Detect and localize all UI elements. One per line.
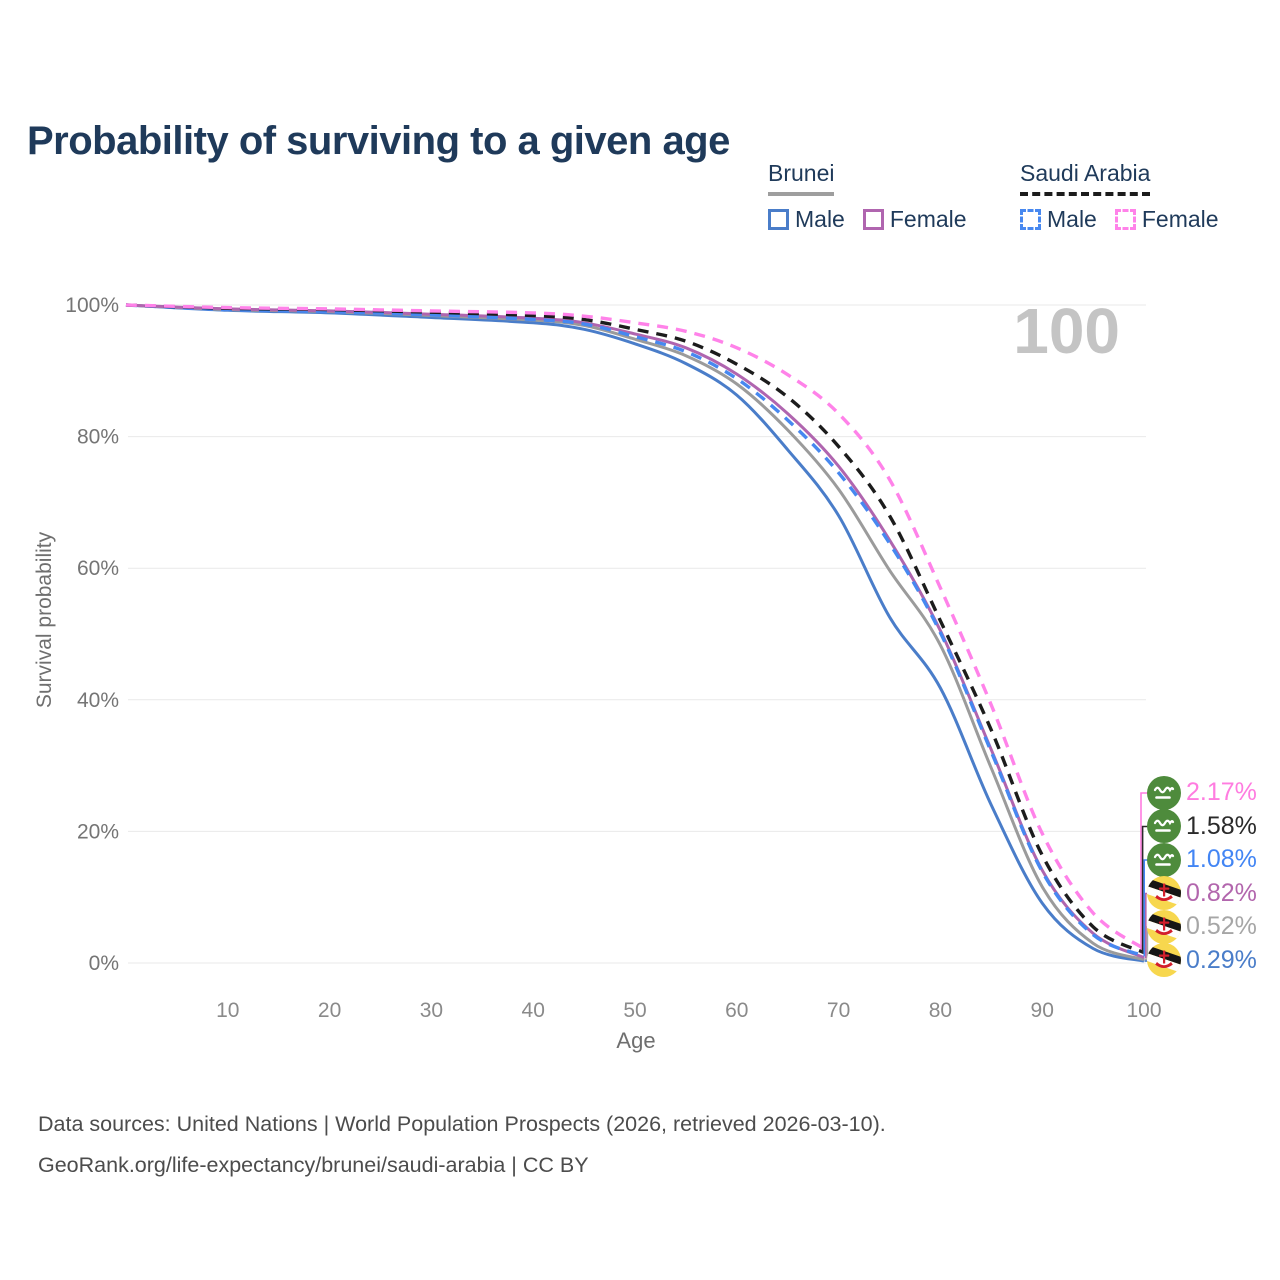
legend-swatch-brunei-female[interactable]: [862, 209, 884, 230]
footer-line-1: Data sources: United Nations | World Pop…: [38, 1112, 886, 1136]
legend-title-brunei: Brunei: [768, 160, 835, 196]
end-label-brunei-both[interactable]: 0.52%: [1147, 909, 1257, 944]
legend-row-saudi-arabia: Male Female: [1020, 206, 1237, 233]
legend-label-saudi-female[interactable]: Female: [1141, 206, 1219, 232]
saudi-arabia-flag-icon: [1147, 775, 1181, 810]
data-source-footer: Data sources: United Nations | World Pop…: [38, 1104, 886, 1187]
svg-text:60%: 60%: [77, 557, 119, 580]
svg-text:90: 90: [1031, 999, 1054, 1022]
curve-brunei-female: [125, 303, 1145, 959]
end-value: 2.17%: [1186, 778, 1257, 807]
svg-text:80: 80: [929, 999, 952, 1022]
brunei-flag-icon: [1147, 876, 1181, 911]
page-title: Probability of surviving to a given age: [27, 118, 730, 163]
svg-text:0%: 0%: [89, 952, 119, 975]
curve-end-labels: 2.17% 1.58% 1.08% 0.82% 0.52% 0.29%: [1147, 775, 1257, 978]
x-axis-title: Age: [616, 1028, 656, 1053]
end-label-brunei-female[interactable]: 0.82%: [1147, 876, 1257, 911]
end-value: 1.58%: [1186, 811, 1257, 840]
curve-brunei-both-sexes: [125, 303, 1145, 962]
svg-text:20: 20: [318, 999, 341, 1022]
svg-text:10: 10: [216, 999, 239, 1022]
footer-line-2: GeoRank.org/life-expectancy/brunei/saudi…: [38, 1153, 589, 1178]
end-value: 0.52%: [1186, 912, 1257, 941]
brunei-flag-icon: [1147, 909, 1181, 944]
svg-text:40: 40: [522, 999, 545, 1022]
end-label-saudi-male[interactable]: 1.08%: [1147, 842, 1257, 877]
legend-swatch-saudi-male[interactable]: [1020, 209, 1041, 230]
curve-saudi-arabia-both-sexes: [125, 303, 1145, 955]
legend-swatch-saudi-female[interactable]: [1114, 209, 1136, 230]
legend-title-saudi-arabia: Saudi Arabia: [1020, 160, 1151, 196]
saudi-arabia-flag-icon: [1147, 809, 1181, 844]
legend-group-saudi-arabia: Saudi Arabia Male Female: [1020, 160, 1237, 233]
brunei-flag-icon: [1147, 943, 1181, 978]
saudi-arabia-flag-icon: [1147, 842, 1181, 877]
end-value: 0.29%: [1186, 945, 1257, 974]
legend-label-brunei-male[interactable]: Male: [795, 206, 845, 232]
end-label-saudi-both[interactable]: 1.58%: [1147, 809, 1257, 844]
hover-age-indicator: 100: [1013, 295, 1120, 367]
svg-text:80%: 80%: [77, 426, 119, 449]
legend-row-brunei: Male Female: [768, 206, 985, 233]
end-label-brunei-male[interactable]: 0.29%: [1147, 943, 1257, 978]
svg-text:60: 60: [725, 999, 748, 1022]
curve-saudi-arabia-female: [125, 303, 1145, 951]
svg-text:40%: 40%: [77, 689, 119, 712]
legend-label-brunei-female[interactable]: Female: [889, 206, 967, 232]
legend-group-brunei: Brunei Male Female: [768, 160, 985, 233]
svg-text:50: 50: [623, 999, 646, 1022]
legend-swatch-brunei-male[interactable]: [768, 209, 789, 230]
svg-text:70: 70: [827, 999, 850, 1022]
svg-text:100: 100: [1126, 999, 1161, 1022]
svg-text:30: 30: [420, 999, 443, 1022]
curve-brunei-male: [125, 303, 1145, 963]
svg-text:100%: 100%: [65, 294, 119, 317]
end-value: 0.82%: [1186, 878, 1257, 907]
end-label-saudi-female[interactable]: 2.17%: [1147, 775, 1257, 810]
svg-text:20%: 20%: [77, 820, 119, 843]
legend-label-saudi-male[interactable]: Male: [1047, 206, 1097, 232]
end-value: 1.08%: [1186, 845, 1257, 874]
curve-saudi-arabia-male: [125, 303, 1145, 958]
